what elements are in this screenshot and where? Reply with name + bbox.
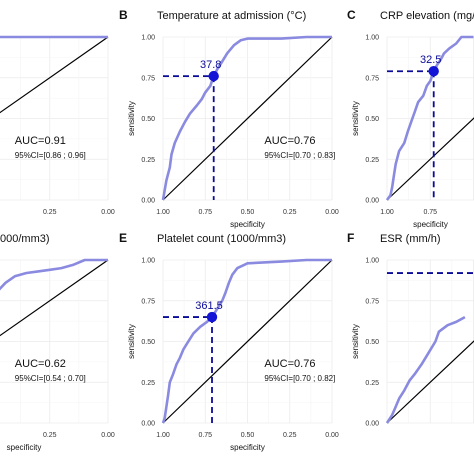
auc-label: AUC=0.62 bbox=[15, 358, 66, 370]
x-tick-label: 0.25 bbox=[283, 432, 297, 439]
cutoff-label: 32.5 bbox=[420, 54, 441, 66]
y-tick-label: 0.50 bbox=[141, 339, 155, 346]
y-tick-label: 1.00 bbox=[141, 35, 155, 42]
y-tick-label: 0.25 bbox=[141, 380, 155, 387]
reference-diagonal bbox=[0, 259, 109, 337]
panel-letter: F bbox=[347, 231, 354, 245]
y-axis-label: sensitivity bbox=[127, 101, 136, 136]
panel-title: Temperature at admission (°C) bbox=[157, 10, 306, 22]
panel-title: Platelet count (1000/mm3) bbox=[157, 233, 286, 245]
roc-curve bbox=[161, 35, 332, 201]
ci-label: 95%CI=[0.86 ; 0.96] bbox=[15, 151, 86, 160]
x-tick-label: 1.00 bbox=[380, 209, 394, 216]
y-tick-label: 0.00 bbox=[365, 421, 379, 428]
roc-panel-5: 361.5 AUC=0.76 95%CI=[0.70 ; 0.82] 0.00 0.25… bbox=[119, 231, 339, 452]
panel-letter: C bbox=[347, 8, 356, 22]
auc-label: AUC=0.91 bbox=[15, 135, 66, 147]
x-tick-label: 0.75 bbox=[423, 209, 437, 216]
x-tick-label: 0.00 bbox=[101, 432, 115, 439]
roc-curve bbox=[0, 258, 108, 291]
ci-label: 95%CI=[0.54 ; 0.70] bbox=[15, 374, 86, 383]
x-tick-label: 0.75 bbox=[198, 432, 212, 439]
x-tick-label: 0.25 bbox=[43, 209, 57, 216]
x-axis-label: specificity bbox=[230, 443, 265, 452]
x-tick-label: 0.75 bbox=[198, 209, 212, 216]
reference-diagonal bbox=[162, 259, 333, 424]
cutoff-label: 361.5 bbox=[195, 300, 223, 312]
reference-diagonal bbox=[162, 36, 333, 201]
auc-label: AUC=0.76 bbox=[264, 358, 315, 370]
y-tick-label: 1.00 bbox=[365, 258, 379, 265]
y-tick-label: 0.25 bbox=[141, 157, 155, 164]
y-axis-label: sensitivity bbox=[351, 101, 360, 136]
ci-label: 95%CI=[0.70 ; 0.82] bbox=[264, 374, 335, 383]
y-tick-label: 1.00 bbox=[141, 258, 155, 265]
roc-curve bbox=[385, 35, 474, 201]
roc-curve bbox=[161, 258, 332, 424]
x-tick-label: 0.50 bbox=[241, 432, 255, 439]
roc-panel-6: AUC=95%CI=[0.40.000.250.500.751.00sensit… bbox=[347, 231, 474, 428]
y-tick-label: 0.75 bbox=[365, 75, 379, 82]
cutoff-point bbox=[206, 311, 218, 323]
roc-panel-3: 32.5 0.00 0.25 0.50 0.75 1.00 1.00 0.75 specific… bbox=[347, 8, 474, 229]
panel-letter: B bbox=[119, 8, 128, 22]
y-tick-label: 0.50 bbox=[365, 116, 379, 123]
panel-letter: E bbox=[119, 231, 127, 245]
cutoff-point bbox=[208, 70, 219, 82]
roc-panel-2: 37.8 AUC=0.76 95%CI=[0.70 ; 0.83] 0.00 0.25 0… bbox=[119, 8, 339, 229]
x-tick-label: 1.00 bbox=[156, 209, 170, 216]
y-tick-label: 0.75 bbox=[365, 298, 379, 305]
y-axis-label: sensitivity bbox=[127, 324, 136, 359]
panel-title: 000/mm3) bbox=[0, 233, 50, 245]
x-axis-label: specificity bbox=[230, 220, 265, 229]
y-tick-label: 0.00 bbox=[141, 198, 155, 205]
panel-title: CRP elevation (mg/L) bbox=[380, 10, 474, 22]
y-tick-label: 0.50 bbox=[141, 116, 155, 123]
y-axis-label: sensitivity bbox=[351, 324, 360, 359]
y-tick-label: 0.75 bbox=[141, 298, 155, 305]
x-tick-label: 0.25 bbox=[283, 209, 297, 216]
x-tick-label: 0.00 bbox=[325, 432, 339, 439]
y-tick-label: 1.00 bbox=[365, 35, 379, 42]
y-tick-label: 0.50 bbox=[365, 339, 379, 346]
cutoff-point bbox=[428, 66, 439, 77]
auc-label: AUC=0.76 bbox=[264, 135, 315, 147]
y-tick-label: 0.75 bbox=[141, 75, 155, 82]
x-tick-label: 0.25 bbox=[43, 432, 57, 439]
y-tick-label: 0.00 bbox=[365, 198, 379, 205]
x-tick-label: 0.00 bbox=[325, 209, 339, 216]
cutoff-label: 37.8 bbox=[200, 59, 221, 71]
ci-label: 95%CI=[0.70 ; 0.83] bbox=[264, 151, 335, 160]
y-tick-label: 0.00 bbox=[141, 421, 155, 428]
roc-curve bbox=[385, 315, 466, 424]
y-tick-label: 0.25 bbox=[365, 380, 379, 387]
x-axis-label: specificity bbox=[7, 443, 42, 452]
x-tick-label: 0.00 bbox=[101, 209, 115, 216]
y-tick-label: 0.25 bbox=[365, 157, 379, 164]
x-tick-label: 1.00 bbox=[156, 432, 170, 439]
x-axis-label: specificity bbox=[413, 220, 448, 229]
x-tick-label: 0.50 bbox=[241, 209, 255, 216]
reference-diagonal bbox=[0, 36, 109, 114]
panel-title: ESR (mm/h) bbox=[380, 233, 441, 245]
